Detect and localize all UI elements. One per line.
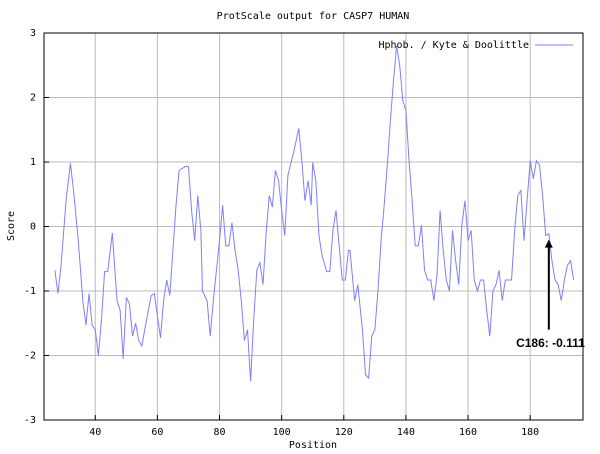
y-tick-label: 2 (30, 93, 36, 104)
x-tick-label: 160 (459, 427, 477, 438)
x-tick-label: 120 (335, 427, 353, 438)
x-axis-label: Position (289, 440, 337, 451)
x-tick-label: 40 (89, 427, 101, 438)
x-tick-label: 60 (151, 427, 163, 438)
y-tick-label: 0 (30, 222, 36, 233)
y-tick-label: -1 (24, 286, 36, 297)
y-tick-label: -3 (24, 415, 36, 426)
y-tick-label: -2 (24, 351, 36, 362)
plot-frame (43, 32, 584, 421)
x-tick-label: 80 (214, 427, 226, 438)
legend-label: Hphob. / Kyte & Doolittle (378, 40, 529, 51)
data-line (54, 45, 575, 382)
x-tick-label: 140 (397, 427, 415, 438)
x-tick-label: 180 (521, 427, 539, 438)
y-axis-label: Score (6, 211, 17, 241)
annotation-label: C186: -0.111 (516, 336, 585, 350)
y-tick-label: 3 (30, 28, 36, 39)
chart-title: ProtScale output for CASP7 HUMAN (217, 11, 410, 22)
annotation-arrowhead (544, 239, 553, 248)
x-tick-label: 100 (273, 427, 291, 438)
y-tick-label: 1 (30, 157, 36, 168)
